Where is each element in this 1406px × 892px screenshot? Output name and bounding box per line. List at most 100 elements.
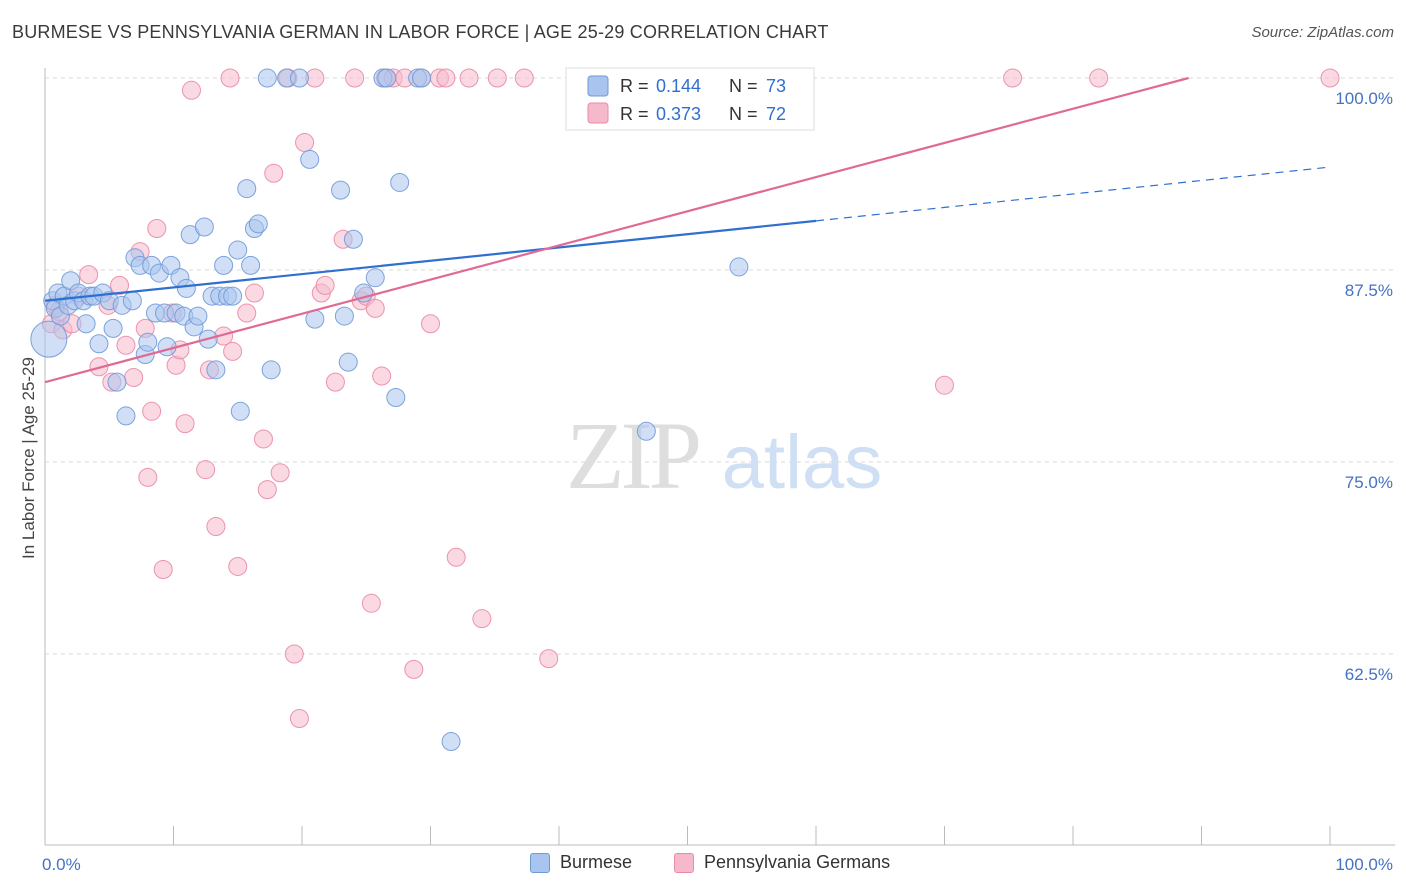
pa-point: [514, 68, 534, 88]
pa-point: [110, 275, 130, 295]
pa-point: [345, 68, 365, 88]
burmese-point: [441, 732, 461, 752]
pa-point: [153, 560, 173, 580]
y-axis-label: In Labor Force | Age 25-29: [19, 357, 38, 559]
pa-point: [196, 460, 216, 480]
series-pennsylvania-germans-points: [41, 68, 1340, 729]
burmese-point: [89, 334, 109, 354]
pa-point: [472, 609, 492, 629]
x-tick-label-1: 100.0%: [1335, 855, 1393, 874]
pa-point: [244, 283, 264, 303]
y-tick-label-0: 62.5%: [1345, 665, 1393, 684]
legend-r-label-burmese: R =: [620, 76, 654, 96]
pa-point: [220, 68, 240, 88]
burmese-point: [248, 214, 268, 234]
pa-point: [206, 517, 226, 537]
watermark: ZIP atlas: [566, 402, 882, 509]
pa-point: [138, 467, 158, 487]
burmese-point: [386, 387, 406, 407]
watermark-zip: ZIP: [566, 402, 699, 509]
burmese-point: [237, 179, 257, 199]
pa-point: [421, 314, 440, 334]
burmese-point: [365, 268, 385, 288]
pa-point: [257, 480, 277, 500]
y-tick-label-2: 87.5%: [1345, 281, 1393, 300]
bottom-legend-label-burmese: Burmese: [560, 852, 633, 872]
burmese-point: [223, 286, 243, 306]
pa-point: [142, 401, 162, 421]
burmese-point: [257, 68, 277, 88]
pa-point: [270, 463, 290, 483]
burmese-point: [214, 255, 234, 275]
burmese-point: [30, 320, 68, 358]
series-burmese-points: [30, 68, 749, 752]
legend-swatch-pa: [587, 102, 609, 124]
y-tick-label-1: 75.0%: [1345, 473, 1393, 492]
legend-box: R = 0.144 N = 73 R = 0.373 N = 72: [565, 67, 815, 131]
axes: [44, 68, 1395, 846]
burmese-point: [636, 421, 656, 441]
legend-n-value-burmese: 73: [766, 76, 786, 96]
burmese-point: [390, 172, 410, 192]
pa-point: [181, 80, 201, 100]
pa-point: [237, 303, 257, 323]
legend-r-value-pa: 0.373: [656, 104, 701, 124]
pa-point: [315, 275, 335, 295]
burmese-point: [228, 240, 248, 260]
pa-point: [175, 414, 195, 434]
trend-line-burmese-extension: [815, 166, 1331, 222]
pa-point: [361, 593, 381, 613]
burmese-point: [343, 229, 363, 249]
pa-point: [487, 68, 507, 88]
burmese-point: [289, 68, 309, 88]
burmese-point: [103, 318, 123, 338]
burmese-point: [157, 337, 177, 357]
burmese-point: [107, 372, 127, 392]
bottom-legend: Burmese Pennsylvania Germans: [0, 852, 1406, 876]
y-tick-label-3: 100.0%: [1335, 89, 1393, 108]
burmese-point: [729, 257, 749, 277]
pa-point: [264, 163, 284, 183]
burmese-point: [176, 278, 196, 298]
trend-line-pa: [44, 76, 1189, 384]
trend-line-burmese: [44, 219, 817, 302]
pa-point: [284, 644, 304, 664]
pa-point: [325, 372, 345, 392]
pa-point: [253, 429, 273, 449]
pa-point: [295, 133, 315, 153]
pa-point: [372, 366, 392, 386]
burmese-point: [377, 68, 397, 88]
pa-point: [539, 649, 559, 669]
burmese-point: [188, 306, 208, 326]
trend-lines: [44, 76, 1331, 384]
legend-n-label-pa: N =: [729, 104, 763, 124]
watermark-atlas: atlas: [722, 420, 883, 505]
burmese-point: [331, 180, 351, 200]
burmese-point: [116, 406, 136, 426]
burmese-point: [76, 314, 96, 334]
legend-n-label-burmese: N =: [729, 76, 763, 96]
burmese-point: [241, 255, 261, 275]
grid-lines: [45, 77, 1395, 655]
pa-point: [436, 68, 456, 88]
burmese-point: [338, 352, 358, 372]
pa-point: [147, 219, 167, 239]
bottom-legend-item-pa: Pennsylvania Germans: [674, 852, 890, 873]
burmese-point: [230, 401, 250, 421]
pa-point: [459, 68, 479, 88]
legend-r-value-burmese: 0.144: [656, 76, 701, 96]
burmese-point: [412, 68, 432, 88]
pa-point: [1089, 68, 1109, 88]
burmese-point: [261, 360, 281, 380]
x-tick-label-0: 0.0%: [42, 855, 81, 874]
burmese-point: [206, 360, 226, 380]
pa-point: [116, 335, 136, 355]
pa-point: [935, 375, 954, 395]
legend-r-label-pa: R =: [620, 104, 654, 124]
burmese-point: [122, 291, 142, 311]
legend-swatch-burmese: [587, 75, 609, 97]
burmese-point: [334, 306, 354, 326]
legend-n-value-pa: 72: [766, 104, 786, 124]
pa-point: [289, 709, 309, 729]
